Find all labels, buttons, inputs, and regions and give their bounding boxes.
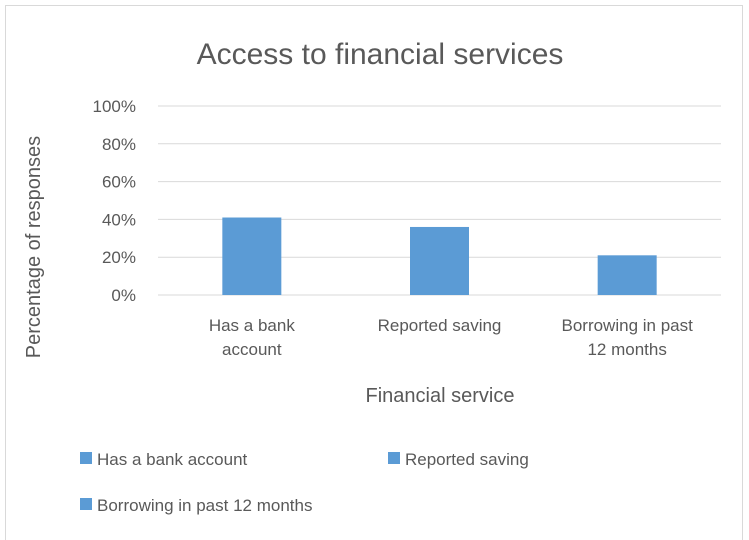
x-tick-label: Has a bank account [209,316,295,359]
x-tick-label: Reported saving [378,316,502,335]
bar [410,226,469,295]
legend-swatch [80,452,92,464]
y-tick-label: 100% [93,97,136,116]
x-tick-label: Borrowing in past 12 months [561,316,693,359]
legend-swatch [388,452,400,464]
bar [222,217,282,295]
bar [597,255,657,295]
y-axis-ticks: 0% 20% 40% 60% 80% 100% [93,97,136,305]
legend-label: Reported saving [405,450,529,469]
y-tick-label: 0% [111,286,136,305]
y-tick-label: 60% [102,173,136,192]
y-tick-label: 40% [102,210,136,229]
chart-title: Access to financial services [197,38,564,71]
y-tick-label: 80% [102,135,136,154]
legend-label: Has a bank account [97,450,248,469]
chart-frame [5,5,743,540]
legend: Has a bank account Reported saving Borrowi… [80,450,529,515]
y-tick-label: 20% [102,248,136,267]
legend-label: Borrowing in past 12 months [97,496,312,515]
y-axis-title: Percentage of responses [23,136,45,358]
x-axis-title: Financial service [366,385,515,407]
x-axis-ticks: Has a bank account Reported saving Borrowin… [209,316,693,359]
legend-swatch [80,498,92,510]
bars [222,217,657,295]
